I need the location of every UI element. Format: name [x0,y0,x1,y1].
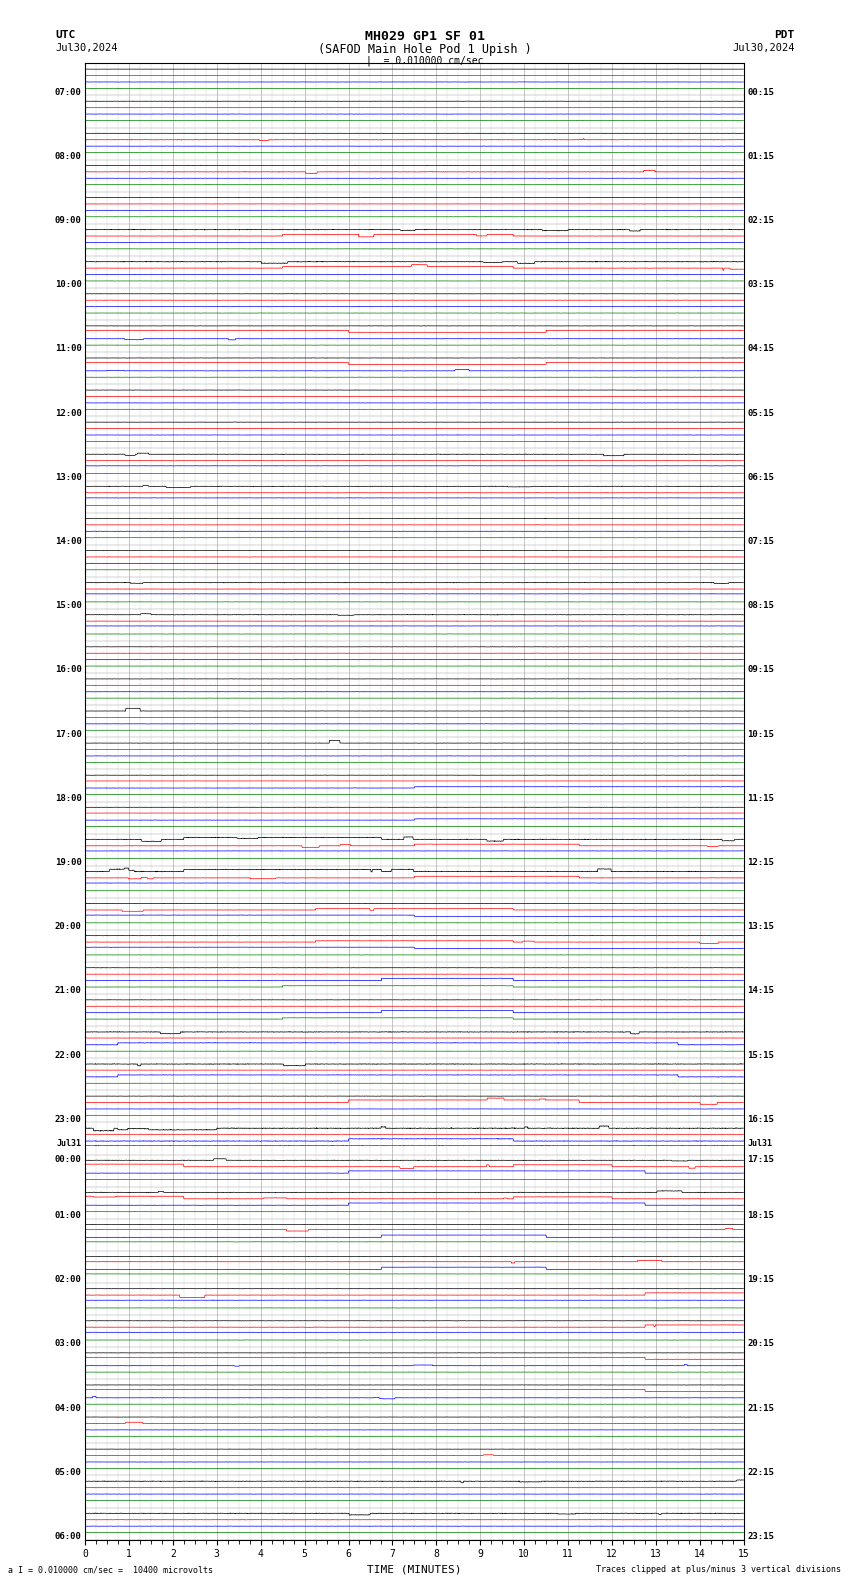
Text: 14:00: 14:00 [55,537,82,546]
Text: 07:15: 07:15 [747,537,774,546]
Text: 18:15: 18:15 [747,1212,774,1220]
Text: (SAFOD Main Hole Pod 1 Upish ): (SAFOD Main Hole Pod 1 Upish ) [318,43,532,55]
Text: 03:00: 03:00 [55,1340,82,1348]
Text: 17:00: 17:00 [55,730,82,738]
Text: 20:00: 20:00 [55,922,82,931]
Text: 15:00: 15:00 [55,602,82,610]
Text: 18:00: 18:00 [55,794,82,803]
Text: 16:00: 16:00 [55,665,82,675]
Text: 11:15: 11:15 [747,794,774,803]
Text: 21:00: 21:00 [55,987,82,995]
Text: 10:15: 10:15 [747,730,774,738]
Text: 19:15: 19:15 [747,1275,774,1285]
Text: 02:00: 02:00 [55,1275,82,1285]
Text: 08:00: 08:00 [55,152,82,162]
Text: 01:00: 01:00 [55,1212,82,1220]
Text: 05:15: 05:15 [747,409,774,418]
Text: 04:15: 04:15 [747,344,774,353]
Text: 13:00: 13:00 [55,474,82,482]
Text: Traces clipped at plus/minus 3 vertical divisions: Traces clipped at plus/minus 3 vertical … [597,1565,842,1574]
Text: Jul31: Jul31 [747,1139,772,1148]
Text: 04:00: 04:00 [55,1403,82,1413]
Text: 13:15: 13:15 [747,922,774,931]
Text: 22:15: 22:15 [747,1468,774,1476]
Text: Jul30,2024: Jul30,2024 [732,43,795,52]
Text: 16:15: 16:15 [747,1115,774,1123]
Text: |  = 0.010000 cm/sec: | = 0.010000 cm/sec [366,55,484,67]
Text: 23:15: 23:15 [747,1532,774,1541]
Text: 21:15: 21:15 [747,1403,774,1413]
Text: 11:00: 11:00 [55,344,82,353]
Text: 10:00: 10:00 [55,280,82,290]
Text: MH029 GP1 SF 01: MH029 GP1 SF 01 [365,30,485,43]
Text: 07:00: 07:00 [55,87,82,97]
X-axis label: TIME (MINUTES): TIME (MINUTES) [367,1565,462,1574]
Text: 12:15: 12:15 [747,859,774,866]
Text: 19:00: 19:00 [55,859,82,866]
Text: 22:00: 22:00 [55,1050,82,1060]
Text: 08:15: 08:15 [747,602,774,610]
Text: 06:15: 06:15 [747,474,774,482]
Text: Jul31: Jul31 [57,1139,82,1148]
Text: 00:00: 00:00 [55,1155,82,1164]
Text: 23:00: 23:00 [55,1115,82,1123]
Text: 03:15: 03:15 [747,280,774,290]
Text: 00:15: 00:15 [747,87,774,97]
Text: a I = 0.010000 cm/sec =  10400 microvolts: a I = 0.010000 cm/sec = 10400 microvolts [8,1565,213,1574]
Text: PDT: PDT [774,30,795,40]
Text: UTC: UTC [55,30,76,40]
Text: Jul30,2024: Jul30,2024 [55,43,118,52]
Text: 12:00: 12:00 [55,409,82,418]
Text: 01:15: 01:15 [747,152,774,162]
Text: 05:00: 05:00 [55,1468,82,1476]
Text: 14:15: 14:15 [747,987,774,995]
Text: 09:00: 09:00 [55,215,82,225]
Text: 06:00: 06:00 [55,1532,82,1541]
Text: 15:15: 15:15 [747,1050,774,1060]
Text: 02:15: 02:15 [747,215,774,225]
Text: 20:15: 20:15 [747,1340,774,1348]
Text: 09:15: 09:15 [747,665,774,675]
Text: 17:15: 17:15 [747,1155,774,1164]
